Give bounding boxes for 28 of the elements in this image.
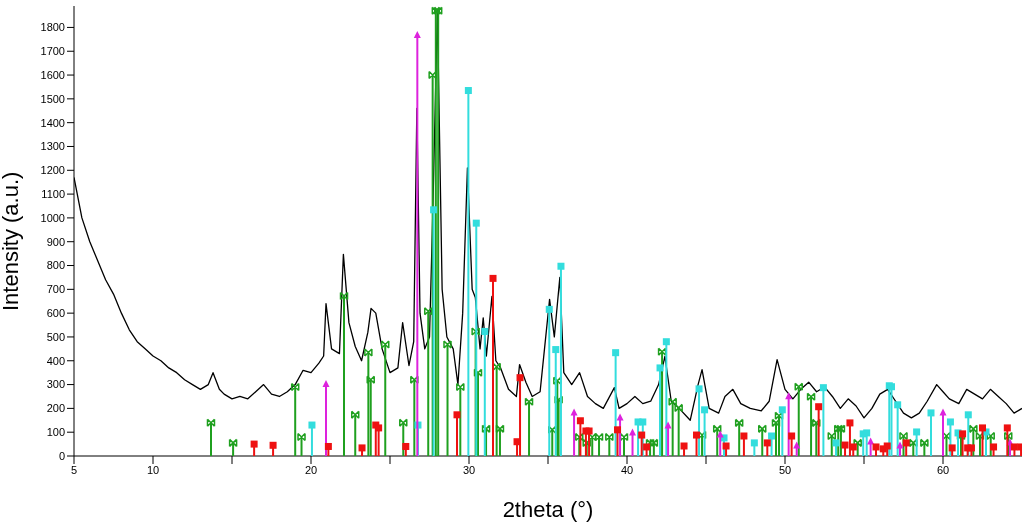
x-tick-label: 40 [620,463,634,476]
y-tick-label: 1700 [40,45,65,58]
y-tick-label: 900 [46,235,65,248]
x-tick-label: 30 [462,463,476,476]
x-axis-title: 2theta (°) [502,497,594,522]
x-tick-label: 60 [936,463,950,476]
y-tick-label: 800 [46,259,65,272]
y-tick-label: 500 [46,330,65,343]
y-tick-label: 200 [46,402,65,415]
y-tick-label: 100 [46,426,65,439]
y-tick-label: 1300 [40,140,65,153]
y-tick-label: 1600 [40,68,65,81]
x-tick-label: 50 [778,463,792,476]
y-tick-label: 700 [46,283,65,296]
x-tick-label: 5 [70,463,78,476]
y-tick-label: 1500 [40,92,65,105]
y-tick-label: 1800 [40,21,65,34]
y-tick-label: 1100 [41,188,65,200]
y-tick-label: 400 [46,354,65,367]
y-tick-label: 300 [46,378,65,391]
y-tick-label: 1400 [40,116,65,129]
y-axis-title: Intensity (a.u.) [0,171,23,311]
y-tick-label: 1200 [40,164,65,177]
y-tick-label: 0 [58,449,65,462]
x-tick-label: 20 [304,463,318,476]
y-tick-label: 1000 [40,211,65,224]
y-tick-label: 600 [46,307,65,320]
x-tick-label: 10 [146,463,160,476]
